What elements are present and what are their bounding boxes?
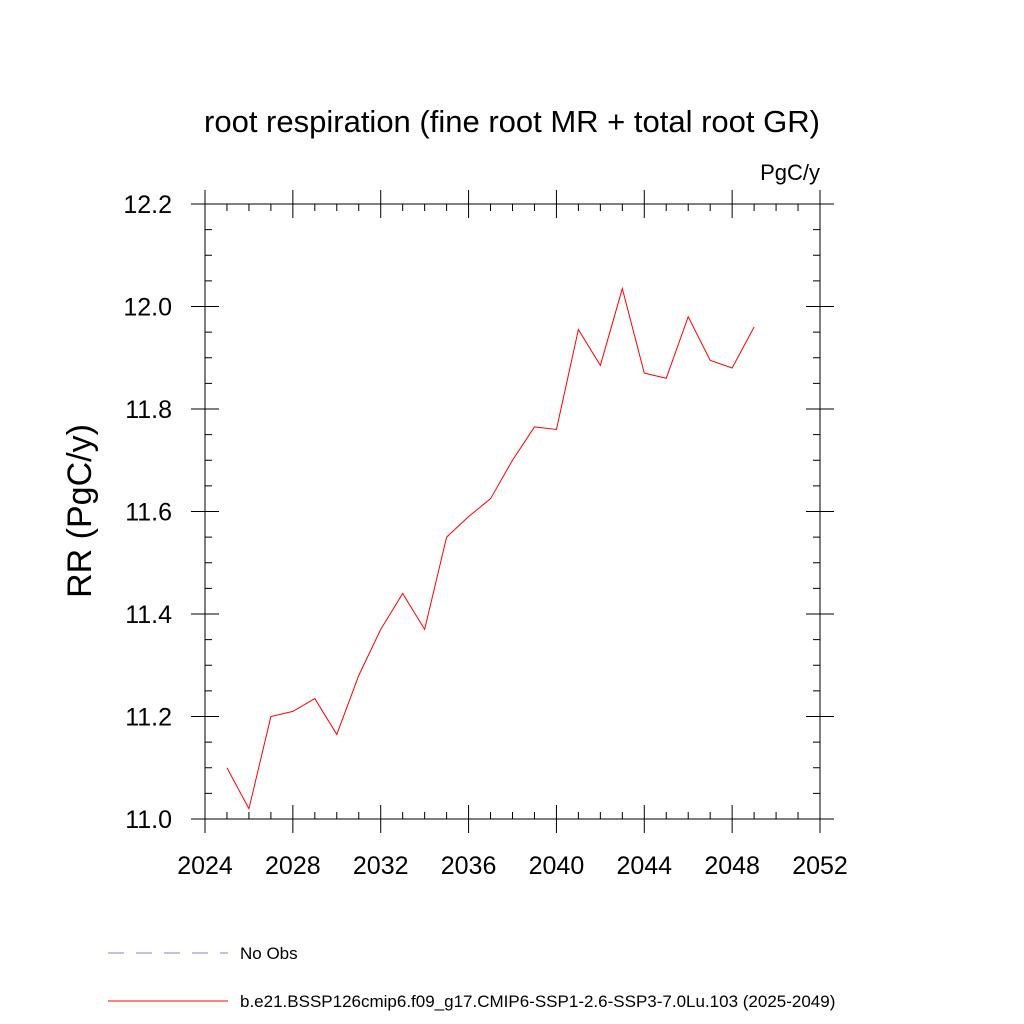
data-point [577,328,579,330]
y-axis-label: RR (PgC/y) [61,424,99,598]
data-point [401,592,403,594]
data-point [555,428,557,430]
series-line-0 [226,286,755,811]
data-point [731,367,733,369]
x-tick-label: 2028 [265,852,321,880]
x-tick-label: 2024 [177,852,233,880]
data-point [489,497,491,499]
data-point [467,515,469,517]
data-point [665,377,667,379]
data-point [709,359,711,361]
data-point [423,628,425,630]
legend-label-no-obs: No Obs [240,944,298,963]
data-point [599,364,601,366]
x-tick-label: 2040 [529,852,585,880]
chart-title: root respiration (fine root MR + total r… [204,104,820,139]
data-point [753,326,755,328]
data-point [687,316,689,318]
x-tick-label: 2048 [704,852,760,880]
series-layer [226,286,755,811]
data-point [533,426,535,428]
x-tick-label: 2032 [353,852,409,880]
y-tick-label: 11.4 [125,601,172,629]
legend: No Obs b.e21.BSSP126cmip6.f09_g17.CMIP6-… [108,944,835,1011]
y-tick-label: 11.8 [125,396,172,424]
y-tick-label: 11.6 [125,499,172,527]
legend-label-model: b.e21.BSSP126cmip6.f09_g17.CMIP6-SSP1-2.… [240,992,835,1011]
data-point [292,710,294,712]
x-tick-label: 2036 [441,852,497,880]
data-point [445,536,447,538]
x-tick-labels: 2024 2028 2032 2036 2040 2044 2048 2052 [177,852,848,880]
y-tick-label: 11.0 [125,806,172,834]
data-point [511,459,513,461]
major-ticks [191,190,834,833]
data-point [643,372,645,374]
y-tick-label: 12.0 [123,294,172,322]
y-tick-label: 12.2 [123,191,172,219]
y-tick-label: 11.2 [125,704,172,732]
units-label: PgC/y [760,160,820,185]
data-point [380,628,382,630]
data-point [621,287,623,289]
x-tick-label: 2052 [792,852,848,880]
data-point [270,715,272,717]
minor-ticks [205,204,820,819]
x-tick-label: 2044 [616,852,672,880]
data-point [336,733,338,735]
data-point [248,808,250,810]
y-tick-labels: 11.0 11.2 11.4 11.6 11.8 12.0 12.2 [123,191,172,834]
plot-frame [204,203,821,820]
data-point [314,697,316,699]
data-point [358,674,360,676]
data-point [226,767,228,769]
